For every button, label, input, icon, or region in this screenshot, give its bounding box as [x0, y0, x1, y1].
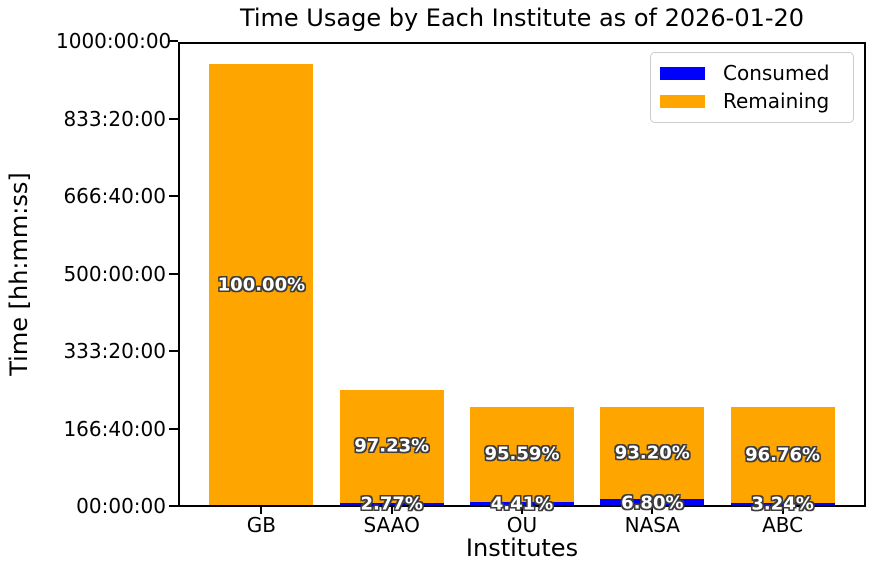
legend-item-remaining: Remaining — [651, 87, 853, 115]
bar-label-remaining-OU: 95.59% — [484, 443, 560, 465]
x-tick-mark — [781, 507, 784, 514]
y-axis-line — [178, 42, 180, 507]
y-tick-label: 500:00:00 — [63, 261, 166, 286]
x-tick-label-ou: OU — [506, 513, 538, 537]
y-tick-label: 666:40:00 — [63, 184, 166, 208]
bar-label-remaining-SAAO: 97.23% — [354, 435, 430, 457]
bar-segment-remaining-ABC — [730, 406, 835, 503]
bar-segment-remaining-OU — [470, 406, 574, 502]
bar-label-remaining-GB: 100.00% — [217, 274, 306, 296]
x-tick-label-abc: ABC — [762, 513, 804, 537]
bar-segment-consumed-OU — [470, 501, 574, 506]
bar-segment-consumed-ABC — [730, 502, 835, 506]
legend-label-remaining: Remaining — [723, 89, 830, 113]
y-tick-label: 1000:00:00 — [56, 29, 172, 53]
chart-title: Time Usage by Each Institute as of 2026-… — [239, 4, 805, 32]
consumed-color-swatch — [660, 66, 705, 80]
y-tick-mark — [169, 272, 178, 275]
bar-label-consumed-OU: 4.41% — [490, 493, 554, 515]
x-tick-label-nasa: NASA — [624, 513, 680, 537]
remaining-color-swatch — [660, 94, 705, 108]
legend-item-consumed: Consumed — [651, 59, 853, 87]
legend-label-consumed: Consumed — [723, 61, 830, 85]
y-tick-mark — [169, 40, 178, 42]
plot-border-right — [864, 42, 866, 507]
x-tick-mark — [521, 507, 523, 514]
legend: Consumed Remaining — [650, 52, 854, 123]
x-tick-mark — [651, 507, 654, 514]
bar-segment-remaining-GB — [209, 64, 314, 506]
y-tick-label: 00:00:00 — [76, 494, 166, 518]
y-axis-label: Time [hh:mm:ss] — [5, 172, 33, 376]
x-tick-mark — [260, 507, 263, 514]
y-tick-mark — [169, 350, 178, 352]
x-tick-label-gb: GB — [246, 513, 276, 537]
x-axis-label: Institutes — [465, 534, 579, 562]
plot-border-top — [178, 42, 866, 44]
y-tick-mark — [169, 505, 178, 507]
x-axis-line — [178, 505, 866, 507]
x-tick-mark — [390, 507, 393, 514]
y-tick-mark — [169, 427, 178, 430]
y-tick-label: 833:20:00 — [63, 106, 166, 131]
y-tick-mark — [169, 117, 178, 120]
y-tick-label: 333:20:00 — [63, 339, 166, 363]
bar-segment-remaining-SAAO — [339, 389, 444, 503]
plot-area: ABC 96.76% 3.24% NASA 93.20% 6.80% OU 95.59% 4.4… — [56, 29, 866, 537]
bar-segment-consumed-NASA — [600, 499, 705, 506]
bar-label-consumed-ABC: 3.24% — [751, 493, 814, 515]
bar-segment-consumed-SAAO — [339, 502, 444, 506]
bar-label-remaining-NASA: 93.20% — [614, 442, 690, 464]
y-tick-label: 166:40:00 — [63, 416, 166, 441]
x-tick-label-saao: SAAO — [363, 513, 420, 537]
bar-segment-remaining-NASA — [600, 406, 705, 500]
bar-label-remaining-ABC: 96.76% — [745, 444, 821, 466]
bar-label-consumed-NASA: 6.80% — [621, 492, 684, 514]
bar-label-consumed-SAAO: 2.77% — [360, 493, 423, 515]
y-tick-mark — [169, 195, 178, 197]
